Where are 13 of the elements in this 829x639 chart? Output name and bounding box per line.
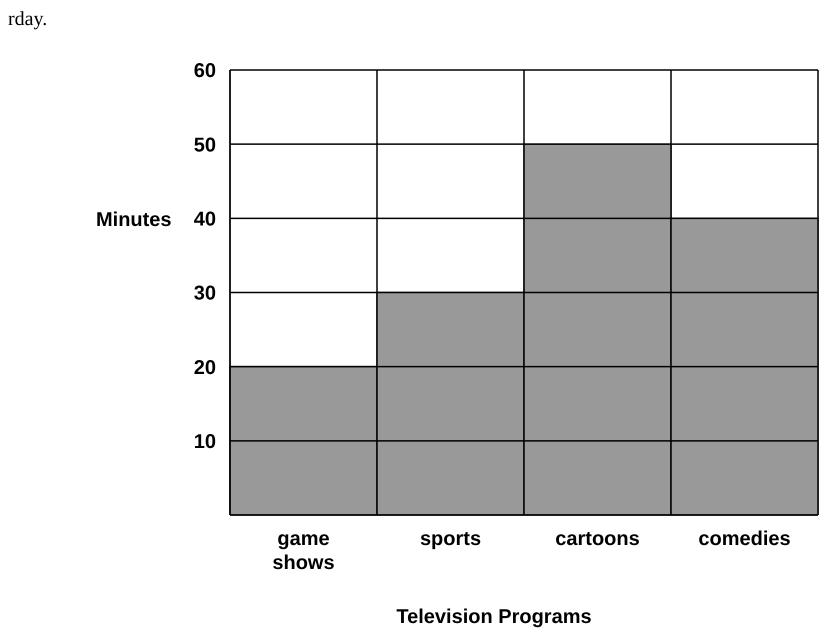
x-axis-title: Television Programs bbox=[396, 606, 592, 628]
y-tick-label: 10 bbox=[194, 430, 216, 453]
x-tick-label: game shows bbox=[272, 528, 335, 574]
y-axis-title: Minutes bbox=[96, 208, 172, 231]
text: rday. bbox=[8, 8, 48, 31]
x-tick-label: comedies bbox=[698, 528, 791, 550]
x-tick-label: cartoons bbox=[555, 528, 640, 550]
y-tick-label: 20 bbox=[194, 356, 216, 379]
y-tick-label: 30 bbox=[194, 282, 216, 305]
y-tick-label: 50 bbox=[194, 134, 216, 156]
x-tick-label: sports bbox=[420, 528, 482, 550]
y-tick-label: 60 bbox=[194, 60, 216, 82]
y-tick-label: 40 bbox=[194, 208, 216, 230]
